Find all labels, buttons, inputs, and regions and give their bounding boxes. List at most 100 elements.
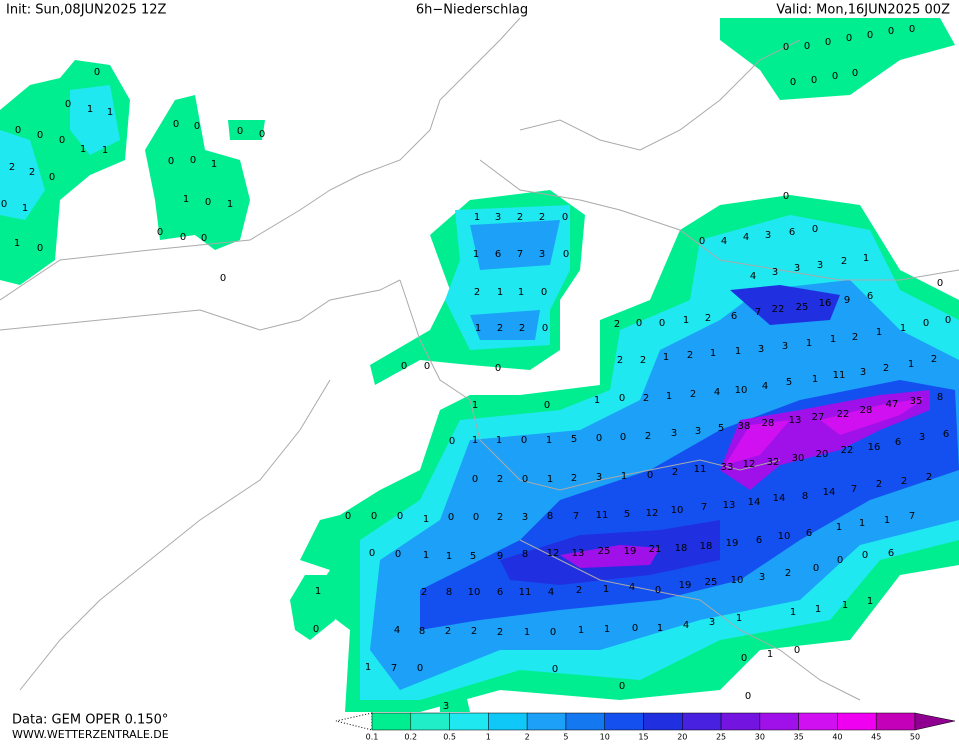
precip-value: 1	[472, 400, 478, 411]
precip-value: 11	[596, 510, 609, 521]
precip-value: 2	[576, 585, 582, 596]
precip-value: 0	[369, 548, 375, 559]
precip-value: 0	[619, 681, 625, 692]
precip-value: 0	[49, 172, 55, 183]
precip-value: 3	[522, 512, 528, 523]
legend-swatch	[488, 712, 528, 731]
legend-swatch	[371, 712, 412, 731]
precip-value: 0	[495, 363, 501, 374]
precip-value: 0	[259, 129, 265, 140]
precip-value: 6	[895, 437, 901, 448]
precip-value: 2	[852, 332, 858, 343]
precip-value: 1	[884, 515, 890, 526]
precip-value: 2	[497, 512, 503, 523]
precip-value: 25	[705, 577, 718, 588]
legend-over-arrow	[914, 712, 956, 731]
precip-value: 6	[867, 291, 873, 302]
precip-value: 2	[29, 167, 35, 178]
legend: 0.1 0.2 0.5 1 2 5 10 15 20 25 30 35 40 45 50	[366, 712, 956, 742]
precip-value: 18	[700, 541, 713, 552]
precip-value: 4	[762, 381, 768, 392]
precip-value: 14	[748, 497, 761, 508]
precip-value: 0	[194, 121, 200, 132]
precip-value: 0	[937, 278, 943, 289]
precip-value: 5	[470, 551, 476, 562]
precip-value: 2	[901, 476, 907, 487]
precip-value: 1	[710, 348, 716, 359]
precip-value: 0	[449, 436, 455, 447]
precip-value: 2	[640, 355, 646, 366]
precip-value: 0	[783, 42, 789, 53]
precip-value: 12	[547, 548, 560, 559]
precip-value: 3	[695, 426, 701, 437]
precip-value: 1	[830, 334, 836, 345]
legend-label: 1	[486, 733, 491, 742]
precip-value: 4	[683, 620, 689, 631]
precip-value: 0	[619, 393, 625, 404]
precip-value: 38	[738, 421, 751, 432]
precip-value: 11	[519, 587, 532, 598]
precip-value: 1	[842, 600, 848, 611]
precip-value: 2	[785, 568, 791, 579]
precip-value: 6	[756, 535, 762, 546]
precip-value: 10	[671, 505, 684, 516]
precip-value: 0	[1, 199, 7, 210]
precip-value: 1	[423, 550, 429, 561]
precip-value: 0	[699, 236, 705, 247]
precip-value: 0	[544, 400, 550, 411]
precip-value: 6	[731, 311, 737, 322]
precip-value: 2	[9, 162, 15, 173]
precip-value: 0	[448, 512, 454, 523]
precip-value: 2	[645, 431, 651, 442]
precip-value: 0	[401, 361, 407, 372]
precip-value: 20	[816, 449, 829, 460]
precip-value: 1	[472, 435, 478, 446]
precip-value: 3	[709, 617, 715, 628]
precip-value: 32	[767, 457, 780, 468]
borders	[0, 17, 959, 701]
precip-value: 0	[655, 585, 661, 596]
precip-value: 25	[598, 546, 611, 557]
legend-label: 0.1	[366, 733, 379, 742]
precip-value: 0	[647, 470, 653, 481]
precip-value: 1	[547, 474, 553, 485]
legend-swatch	[643, 712, 683, 731]
precip-value: 4	[750, 271, 756, 282]
precip-value: 3	[759, 572, 765, 583]
precip-value: 8	[802, 491, 808, 502]
legend-label: 15	[638, 733, 648, 742]
precip-value: 7	[517, 249, 523, 260]
precip-value: 3	[539, 249, 545, 260]
precip-value: 0	[862, 550, 868, 561]
precip-value: 1	[812, 374, 818, 385]
legend-swatch	[837, 712, 877, 731]
precip-value: 0	[345, 511, 351, 522]
precip-value: 10	[778, 531, 791, 542]
precip-value: 4	[714, 387, 720, 398]
precip-value: 19	[624, 546, 637, 557]
legend-swatch	[526, 712, 567, 731]
precip-value: 0	[562, 212, 568, 223]
precip-value: 12	[743, 459, 756, 470]
legend-swatch	[410, 712, 450, 731]
precip-value: 8	[547, 511, 553, 522]
precip-value: 0	[552, 664, 558, 675]
precip-value: 0	[397, 511, 403, 522]
legend-label: 2	[525, 733, 530, 742]
precip-value: 1	[815, 604, 821, 615]
precip-value: 0	[945, 315, 951, 326]
precip-value: 0	[94, 67, 100, 78]
precip-value: 5	[571, 434, 577, 445]
precip-value: 1	[767, 649, 773, 660]
precip-value: 0	[846, 33, 852, 44]
precip-value: 1	[183, 194, 189, 205]
precip-value: 21	[649, 544, 662, 555]
precip-value: 0	[37, 130, 43, 141]
precip-value: 4	[394, 625, 400, 636]
precip-value: 1	[446, 551, 452, 562]
legend-swatch	[449, 712, 489, 731]
precip-value: 1	[683, 315, 689, 326]
precip-value: 27	[812, 412, 825, 423]
precip-value: 22	[772, 304, 785, 315]
